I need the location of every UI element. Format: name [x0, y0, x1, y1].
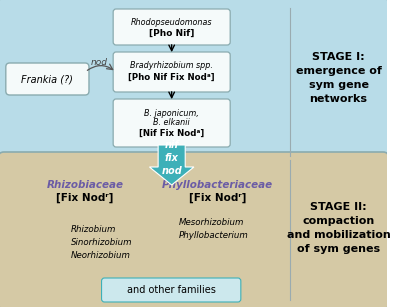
Text: nif
fix
nod: nif fix nod: [161, 140, 182, 176]
Text: Frankia (?): Frankia (?): [22, 74, 73, 84]
Text: and other families: and other families: [127, 285, 216, 295]
Text: B. japonicum,: B. japonicum,: [144, 108, 199, 118]
Text: Rhizobium
Sinorhizobium
Neorhizobium: Rhizobium Sinorhizobium Neorhizobium: [71, 225, 132, 260]
Text: Rhizobiaceae: Rhizobiaceae: [47, 180, 124, 190]
FancyBboxPatch shape: [0, 152, 389, 307]
Text: nod: nod: [91, 57, 108, 67]
FancyBboxPatch shape: [102, 278, 241, 302]
Text: [Fix Nodʳ]: [Fix Nodʳ]: [56, 193, 114, 203]
Text: [Pho Nif]: [Pho Nif]: [149, 29, 194, 37]
FancyBboxPatch shape: [113, 9, 230, 45]
Text: B. elkanii: B. elkanii: [153, 118, 190, 126]
FancyBboxPatch shape: [113, 52, 230, 92]
Text: STAGE II:
compaction
and mobilization
of sym genes: STAGE II: compaction and mobilization of…: [287, 202, 390, 254]
Text: STAGE I:
emergence of
sym gene
networks: STAGE I: emergence of sym gene networks: [296, 52, 382, 104]
Text: Phyllobacteriaceae: Phyllobacteriaceae: [162, 180, 273, 190]
FancyBboxPatch shape: [113, 99, 230, 147]
Text: Rhodopseudomonas: Rhodopseudomonas: [131, 17, 212, 26]
Text: Mesorhizobium
Phyllobacterium: Mesorhizobium Phyllobacterium: [179, 218, 249, 240]
FancyBboxPatch shape: [6, 63, 89, 95]
Text: [Fix Nodʳ]: [Fix Nodʳ]: [189, 193, 246, 203]
Text: [Nif Fix Nodᵃ]: [Nif Fix Nodᵃ]: [139, 129, 204, 138]
Text: Bradyrhizobium spp.: Bradyrhizobium spp.: [130, 60, 213, 69]
Text: [Pho Nif Fix Nodᵃ]: [Pho Nif Fix Nodᵃ]: [128, 72, 215, 81]
FancyArrow shape: [150, 145, 194, 185]
FancyBboxPatch shape: [0, 0, 389, 162]
